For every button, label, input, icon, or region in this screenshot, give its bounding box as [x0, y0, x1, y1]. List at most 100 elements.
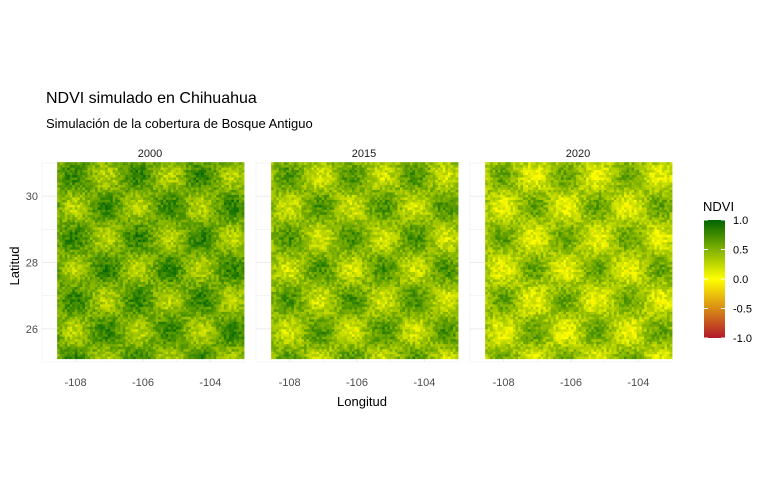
heatmap-cell	[125, 311, 128, 314]
heatmap-cell	[90, 192, 93, 195]
heatmap-cell	[161, 314, 164, 317]
heatmap-cell	[151, 336, 154, 339]
heatmap-cell	[156, 239, 159, 242]
heatmap-cell	[206, 297, 209, 300]
heatmap-cell	[125, 264, 128, 267]
heatmap-cell	[135, 272, 138, 275]
heatmap-cell	[219, 242, 222, 245]
heatmap-cell	[176, 224, 179, 227]
heatmap-cell	[224, 202, 227, 205]
heatmap-cell	[234, 202, 237, 205]
heatmap-cell	[178, 272, 181, 275]
heatmap-cell	[221, 264, 224, 267]
heatmap-cell	[171, 301, 174, 304]
heatmap-cell	[90, 334, 93, 337]
heatmap-cell	[115, 262, 118, 265]
heatmap-cell	[138, 326, 141, 329]
heatmap-cell	[219, 314, 222, 317]
heatmap-cell	[224, 316, 227, 319]
heatmap-cell	[178, 356, 181, 359]
heatmap-cell	[140, 262, 143, 265]
heatmap-cell	[199, 354, 202, 357]
heatmap-cell	[87, 277, 90, 280]
heatmap-cell	[196, 207, 199, 210]
heatmap-cell	[113, 224, 116, 227]
heatmap-cell	[206, 319, 209, 322]
heatmap-cell	[181, 222, 184, 225]
heatmap-cell	[133, 279, 136, 282]
heatmap-cell	[108, 311, 111, 314]
heatmap-cell	[146, 234, 149, 237]
heatmap-cell	[72, 204, 75, 207]
heatmap-cell	[75, 252, 78, 255]
heatmap-cell	[239, 192, 242, 195]
heatmap-cell	[194, 219, 197, 222]
heatmap-cell	[60, 219, 63, 222]
heatmap-cell	[57, 217, 60, 220]
heatmap-cell	[194, 237, 197, 240]
heatmap-cell	[70, 232, 73, 235]
heatmap-cell	[67, 202, 70, 205]
heatmap-cell	[211, 274, 214, 277]
heatmap-cell	[204, 277, 207, 280]
heatmap-cell	[214, 209, 217, 212]
heatmap-cell	[87, 234, 90, 237]
heatmap-cell	[181, 326, 184, 329]
heatmap-cell	[135, 339, 138, 342]
heatmap-cell	[93, 267, 96, 270]
heatmap-cell	[113, 339, 116, 342]
heatmap-cell	[93, 299, 96, 302]
heatmap-cell	[115, 272, 118, 275]
heatmap-cell	[120, 195, 123, 198]
heatmap-cell	[214, 277, 217, 280]
heatmap-cell	[183, 197, 186, 200]
heatmap-cell	[118, 301, 121, 304]
heatmap-cell	[128, 209, 131, 212]
heatmap-cell	[146, 336, 149, 339]
heatmap-cell	[95, 319, 98, 322]
heatmap-cell	[98, 217, 101, 220]
heatmap-cell	[62, 204, 65, 207]
heatmap-cell	[181, 292, 184, 295]
heatmap-cell	[148, 259, 151, 262]
heatmap-cell	[57, 264, 60, 267]
heatmap-cell	[196, 331, 199, 334]
heatmap-cell	[65, 234, 68, 237]
heatmap-cell	[125, 217, 128, 220]
heatmap-cell	[216, 329, 219, 332]
heatmap-cell	[93, 287, 96, 290]
heatmap-cell	[206, 311, 209, 314]
heatmap-cell	[72, 279, 75, 282]
heatmap-cell	[57, 242, 60, 245]
heatmap-cell	[113, 219, 116, 222]
heatmap-cell	[204, 269, 207, 272]
heatmap-cell	[146, 212, 149, 215]
heatmap-cell	[103, 316, 106, 319]
heatmap-cell	[183, 329, 186, 332]
heatmap-cell	[115, 247, 118, 250]
heatmap-cell	[229, 252, 232, 255]
heatmap-cell	[108, 209, 111, 212]
heatmap-cell	[219, 277, 222, 280]
heatmap-cell	[77, 341, 80, 344]
heatmap-cell	[108, 244, 111, 247]
heatmap-cell	[103, 301, 106, 304]
heatmap-cell	[128, 274, 131, 277]
heatmap-cell	[105, 229, 108, 232]
heatmap-cell	[120, 247, 123, 250]
heatmap-cell	[219, 262, 222, 265]
heatmap-cell	[214, 356, 217, 359]
heatmap-cell	[125, 262, 128, 265]
heatmap-cell	[239, 287, 242, 290]
heatmap-cell	[219, 224, 222, 227]
heatmap-cell	[166, 349, 169, 352]
heatmap-cell	[130, 311, 133, 314]
heatmap-cell	[70, 289, 73, 292]
heatmap-cell	[209, 292, 212, 295]
heatmap-cell	[75, 222, 78, 225]
heatmap-cell	[62, 224, 65, 227]
heatmap-cell	[120, 219, 123, 222]
heatmap-cell	[105, 329, 108, 332]
heatmap-cell	[82, 227, 85, 230]
heatmap-cell	[219, 284, 222, 287]
